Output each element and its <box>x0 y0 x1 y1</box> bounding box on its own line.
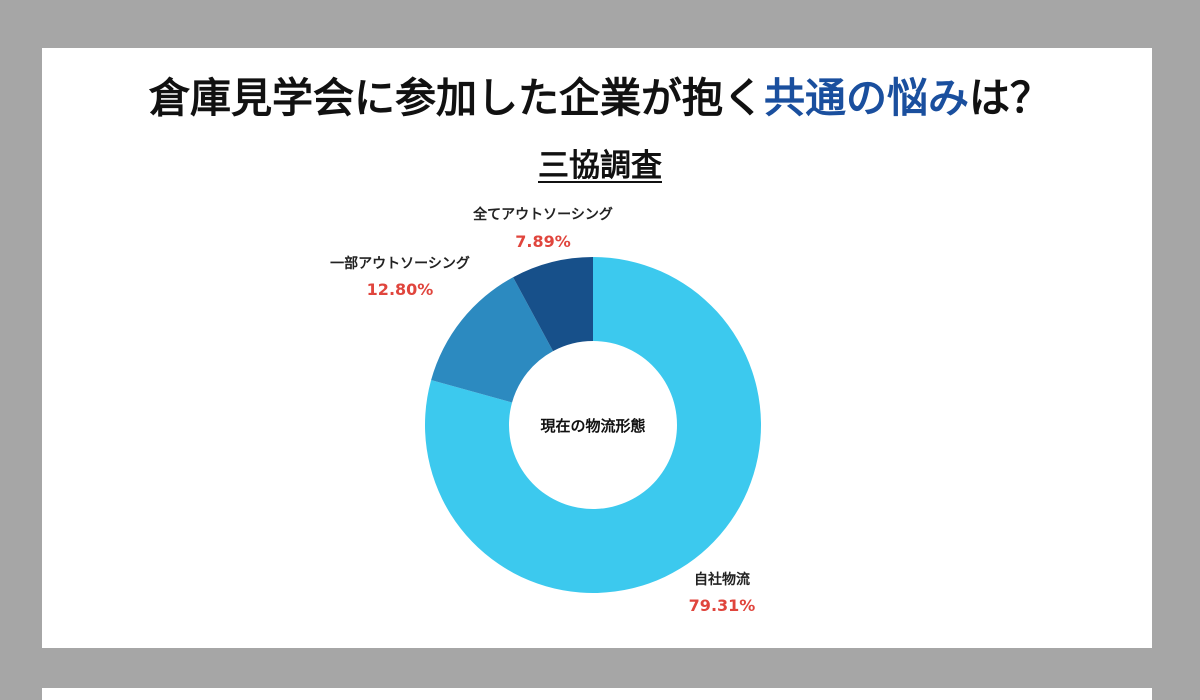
title-highlight: 共通の悩み <box>764 74 969 122</box>
title-part1: 倉庫見学会に参加した企業が抱く <box>149 74 764 122</box>
slice-label-self-logistics: 自社物流 <box>694 571 750 588</box>
subtitle-text: 三協調査 <box>538 148 662 184</box>
slice-value-self-logistics: 79.31% <box>689 596 756 615</box>
page-title: 倉庫見学会に参加した企業が抱く共通の悩みは？ <box>0 64 1200 124</box>
slice-full-outsourcing <box>513 257 593 352</box>
slice-value-full-outsourcing: 7.89% <box>515 232 571 251</box>
slice-value-partial-outsourcing: 12.80% <box>367 280 434 299</box>
slice-partial-outsourcing <box>431 277 554 403</box>
slice-label-partial-outsourcing: 一部アウトソーシング <box>330 255 470 272</box>
title-part2: は？ <box>969 74 1051 122</box>
center-label: 現在の物流形態 <box>540 417 645 435</box>
page-subtitle: 三協調査 <box>0 140 1200 185</box>
next-card-edge <box>42 688 1152 700</box>
slice-label-full-outsourcing: 全てアウトソーシング <box>472 206 613 223</box>
slice-self-logistics <box>425 257 761 593</box>
